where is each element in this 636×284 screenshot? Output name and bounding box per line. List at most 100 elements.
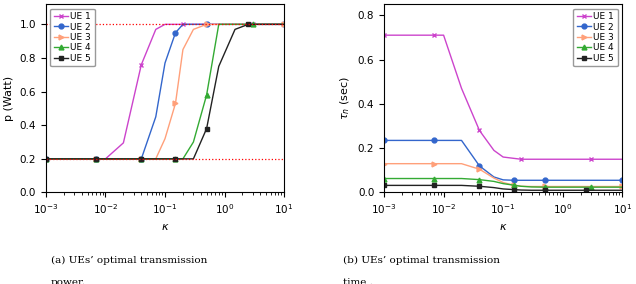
UE 3 <box>280 23 288 26</box>
Text: time .: time . <box>343 278 373 284</box>
UE 2 <box>190 23 197 26</box>
UE 1 <box>221 23 228 26</box>
UE 5 <box>409 184 417 187</box>
UE 3 <box>510 183 518 187</box>
UE 4 <box>179 157 187 160</box>
UE 4 <box>476 178 483 181</box>
UE 3 <box>172 102 179 105</box>
UE 3 <box>120 157 127 160</box>
UE 3 <box>380 162 388 165</box>
UE 2 <box>84 157 92 160</box>
UE 3 <box>541 185 549 188</box>
UE 1 <box>476 129 483 132</box>
UE 5 <box>499 187 507 191</box>
UE 5 <box>422 184 429 187</box>
UE 1 <box>409 34 417 37</box>
Y-axis label: $\tau_n$ (sec): $\tau_n$ (sec) <box>339 76 352 120</box>
Line: UE 5: UE 5 <box>382 183 625 193</box>
UE 1 <box>559 158 567 161</box>
UE 3 <box>161 137 169 140</box>
UE 2 <box>431 139 438 142</box>
UE 5 <box>553 189 561 192</box>
UE 1 <box>490 149 498 152</box>
UE 1 <box>42 157 50 160</box>
UE 5 <box>190 157 197 160</box>
UE 5 <box>102 157 109 160</box>
UE 5 <box>280 23 288 26</box>
UE 2 <box>618 179 626 182</box>
UE 1 <box>422 34 429 37</box>
Legend: UE 1, UE 2, UE 3, UE 4, UE 5: UE 1, UE 2, UE 3, UE 4, UE 5 <box>50 9 95 66</box>
UE 5 <box>262 23 270 26</box>
UE 3 <box>528 185 536 188</box>
UE 2 <box>409 139 417 142</box>
Y-axis label: p (Watt): p (Watt) <box>4 76 14 121</box>
UE 3 <box>490 176 498 180</box>
UE 3 <box>517 185 525 188</box>
UE 1 <box>280 23 288 26</box>
UE 4 <box>203 93 211 97</box>
UE 2 <box>137 157 145 160</box>
UE 3 <box>152 157 160 160</box>
UE 4 <box>152 157 160 160</box>
UE 1 <box>102 157 109 160</box>
UE 1 <box>618 158 626 161</box>
UE 3 <box>179 48 187 51</box>
UE 1 <box>499 155 507 159</box>
UE 2 <box>476 164 483 168</box>
UE 5 <box>583 189 590 192</box>
UE 2 <box>161 61 169 65</box>
UE 2 <box>517 179 525 182</box>
UE 2 <box>172 31 179 34</box>
UE 2 <box>42 157 50 160</box>
UE 1 <box>152 28 160 31</box>
Text: power.: power. <box>51 278 86 284</box>
UE 2 <box>587 179 595 182</box>
UE 4 <box>280 23 288 26</box>
UE 2 <box>458 139 466 142</box>
UE 4 <box>431 177 438 180</box>
UE 5 <box>476 185 483 188</box>
Text: (a) UEs’ optimal transmission: (a) UEs’ optimal transmission <box>51 256 207 265</box>
UE 5 <box>490 186 498 189</box>
UE 4 <box>553 185 561 189</box>
UE 3 <box>42 157 50 160</box>
UE 3 <box>439 162 447 165</box>
UE 4 <box>92 157 100 160</box>
UE 2 <box>280 23 288 26</box>
UE 5 <box>161 157 169 160</box>
UE 4 <box>490 180 498 183</box>
UE 3 <box>221 23 228 26</box>
UE 3 <box>559 185 567 188</box>
UE 3 <box>92 157 100 160</box>
UE 4 <box>102 157 109 160</box>
UE 5 <box>458 184 466 187</box>
UE 1 <box>458 87 466 90</box>
UE 4 <box>559 185 567 189</box>
UE 1 <box>249 23 257 26</box>
UE 5 <box>92 157 100 160</box>
UE 4 <box>161 157 169 160</box>
UE 4 <box>618 185 626 189</box>
UE 2 <box>120 157 127 160</box>
UE 3 <box>409 162 417 165</box>
UE 5 <box>71 157 78 160</box>
UE 4 <box>172 157 179 160</box>
UE 5 <box>439 184 447 187</box>
UE 4 <box>249 23 257 26</box>
UE 4 <box>120 157 127 160</box>
UE 5 <box>618 189 626 192</box>
UE 3 <box>618 185 626 188</box>
UE 3 <box>84 157 92 160</box>
UE 4 <box>439 177 447 180</box>
Legend: UE 1, UE 2, UE 3, UE 4, UE 5: UE 1, UE 2, UE 3, UE 4, UE 5 <box>574 9 618 66</box>
UE 5 <box>232 28 239 31</box>
UE 5 <box>179 157 187 160</box>
UE 4 <box>422 177 429 180</box>
UE 3 <box>71 157 78 160</box>
Line: UE 3: UE 3 <box>43 22 286 161</box>
UE 2 <box>528 179 536 182</box>
UE 5 <box>215 65 223 68</box>
UE 3 <box>249 23 257 26</box>
Line: UE 3: UE 3 <box>382 161 625 189</box>
